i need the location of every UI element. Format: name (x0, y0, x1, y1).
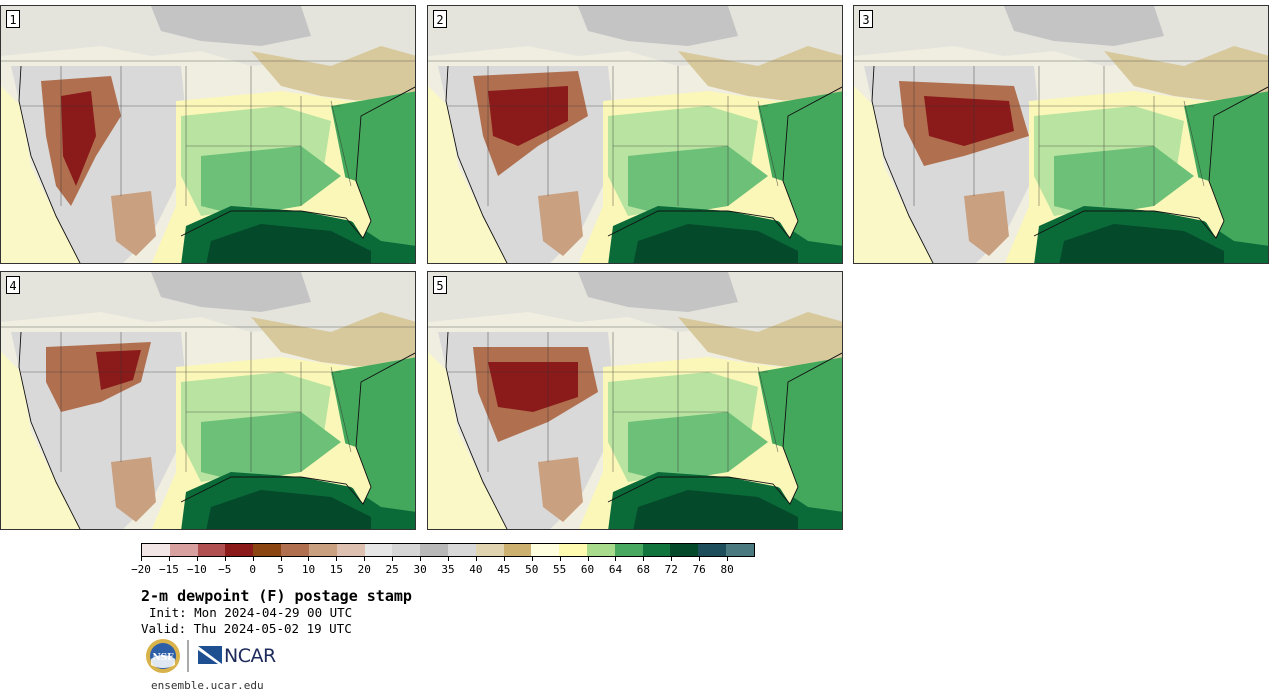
colorbar-swatch (726, 544, 754, 556)
colorbar-swatch (559, 544, 587, 556)
colorbar-tick-label: 50 (525, 563, 539, 576)
colorbar-tick (252, 557, 254, 561)
colorbar-swatch (420, 544, 448, 556)
colorbar-tick-label: 40 (469, 563, 483, 576)
dewpoint-map (1, 272, 415, 529)
colorbar-tick-label: −15 (158, 563, 179, 576)
logos: NSF (146, 639, 222, 673)
colorbar-swatch (142, 544, 170, 556)
colorbar-swatch (475, 544, 504, 556)
colorbar-tick-label: 76 (692, 563, 706, 576)
colorbar-swatch (225, 544, 254, 556)
colorbar-tick-label: −10 (186, 563, 207, 576)
colorbar-tick-label: 68 (636, 563, 650, 576)
colorbar-tick (141, 557, 142, 561)
dewpoint-map (1, 6, 415, 263)
colorbar-ticks: −20 −15 −10 −5 0 5 10 15 20 25 30 35 40 45 50 55 60 64 68 7… (131, 557, 755, 577)
colorbar-tick-label: 64 (608, 563, 623, 576)
colorbar-swatch (670, 544, 699, 556)
colorbar-tick-label: −5 (218, 563, 232, 576)
colorbar-swatch (281, 544, 309, 556)
map-panel-4: 4 (0, 271, 416, 530)
panel-number: 1 (6, 10, 20, 28)
colorbar-tick (727, 557, 729, 561)
colorbar-tick (336, 557, 338, 561)
map-panel-2: 2 (427, 5, 843, 264)
colorbar-tick (615, 557, 617, 561)
panel-number: 3 (859, 10, 873, 28)
colorbar-swatch (364, 544, 393, 556)
colorbar-tick-label: 72 (664, 563, 678, 576)
colorbar-swatch (308, 544, 337, 556)
colorbar-tick (168, 557, 170, 561)
site-url: ensemble.ucar.edu (151, 679, 264, 692)
map-panel-5: 5 (427, 271, 843, 530)
colorbar-tick (699, 557, 701, 561)
panel-number: 2 (433, 10, 447, 28)
chart-title: 2-m dewpoint (F) postage stamp (141, 587, 412, 605)
colorbar-tick (308, 557, 310, 561)
colorbar-tick (531, 557, 533, 561)
colorbar-tick-label: 80 (720, 563, 734, 576)
colorbar-tick-label: 20 (357, 563, 371, 576)
colorbar-tick (420, 557, 422, 561)
colorbar-tick-label: 60 (580, 563, 595, 576)
colorbar-tick-label: 55 (553, 563, 567, 576)
colorbar-tick-label: 35 (441, 563, 455, 576)
svg-text:NSF: NSF (152, 653, 174, 663)
panel-number: 4 (6, 276, 20, 294)
panel-number: 5 (433, 276, 447, 294)
colorbar-tick (280, 557, 282, 561)
nsf-logo-icon: NSF (146, 639, 180, 673)
colorbar-tick-label: 5 (277, 563, 284, 576)
colorbar-tick (196, 557, 198, 561)
colorbar-tick-label: 30 (413, 563, 427, 576)
colorbar-tick (364, 557, 366, 561)
colorbar-swatch (531, 544, 560, 556)
colorbar-swatch (614, 544, 643, 556)
init-time: Init: Mon 2024-04-29 00 UTC (149, 605, 353, 620)
ncar-logo-icon (198, 646, 222, 664)
colorbar-swatch (642, 544, 671, 556)
colorbar-tick-label: 25 (385, 563, 399, 576)
colorbar-swatch (336, 544, 365, 556)
colorbar-tick-label: 15 (329, 563, 343, 576)
map-panel-3: 3 (853, 5, 1269, 264)
colorbar-swatch (253, 544, 282, 556)
map-panel-1: 1 (0, 5, 416, 264)
colorbar-tick-label: 0 (249, 563, 256, 576)
colorbar-tick (559, 557, 561, 561)
ncar-wordmark: NCAR (224, 645, 276, 667)
dewpoint-map (428, 272, 842, 529)
colorbar-tick-label: 10 (301, 563, 316, 576)
dewpoint-map (854, 6, 1268, 263)
colorbar-tick (392, 557, 394, 561)
colorbar-swatch (698, 544, 727, 556)
colorbar-tick-label: 45 (497, 563, 511, 576)
colorbar-tick (671, 557, 673, 561)
colorbar-tick (643, 557, 645, 561)
colorbar-swatch (447, 544, 476, 556)
colorbar-swatch (197, 544, 226, 556)
colorbar-tick (503, 557, 505, 561)
colorbar-swatch (392, 544, 421, 556)
colorbar-tick (448, 557, 449, 561)
colorbar-swatch (169, 544, 198, 556)
colorbar (141, 543, 755, 557)
dewpoint-map (428, 6, 842, 263)
valid-time: Valid: Thu 2024-05-02 19 UTC (141, 621, 352, 636)
colorbar-swatch (587, 544, 615, 556)
colorbar-tick (224, 557, 226, 561)
colorbar-tick (587, 557, 589, 561)
colorbar-tick (475, 557, 477, 561)
colorbar-swatch (503, 544, 532, 556)
colorbar-tick-label: −20 (131, 563, 151, 576)
